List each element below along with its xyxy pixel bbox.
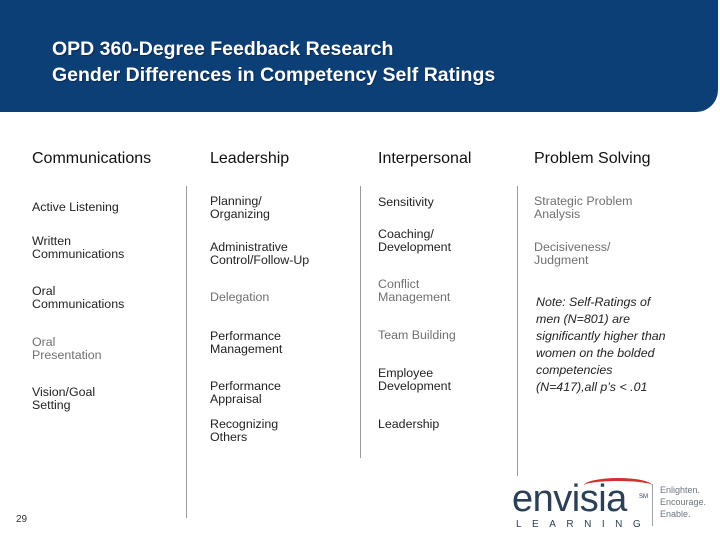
column-divider <box>517 186 518 476</box>
note-line: (N=417),all p’s < .01 <box>536 380 648 394</box>
competency-item: Vision/Goal Setting <box>32 386 95 412</box>
competency-line: Performance <box>210 329 281 343</box>
competency-line: Communications <box>32 297 125 311</box>
competency-line: Active Listening <box>32 200 119 214</box>
competency-line: Team Building <box>378 328 456 342</box>
competency-line: Leadership <box>378 417 440 431</box>
title-line-1: OPD 360-Degree Feedback Research <box>52 38 394 60</box>
page-number: 29 <box>16 514 28 525</box>
competency-line: Control/Follow-Up <box>210 253 310 267</box>
competency-item: Decisiveness/ Judgment <box>534 241 610 267</box>
note-line: men (N=801) are <box>536 312 631 326</box>
column-divider <box>360 186 361 458</box>
tagline-line: Enlighten. <box>660 485 701 495</box>
column-header-communications: Communications <box>32 150 152 167</box>
competency-item: Active Listening <box>32 201 119 214</box>
competency-item: Administrative Control/Follow-Up <box>210 241 309 267</box>
competency-item: Oral Presentation <box>32 336 102 362</box>
envisia-learning-logo: envisia SM LEARNING Enlighten. Encourage… <box>512 478 712 534</box>
note-line: significantly higher than <box>536 329 666 343</box>
competency-item: Leadership <box>378 418 439 431</box>
column-header-problem-solving: Problem Solving <box>534 150 651 167</box>
competency-item: Performance Appraisal <box>210 380 281 406</box>
tagline-line: Encourage. <box>660 497 707 507</box>
competency-line: Recognizing <box>210 417 279 431</box>
competency-line: Management <box>210 342 283 356</box>
competency-line: Strategic Problem <box>534 194 633 208</box>
competency-line: Analysis <box>534 207 581 221</box>
competency-line: Setting <box>32 398 71 412</box>
logo-swoosh-icon <box>584 478 652 493</box>
competency-item: Written Communications <box>32 235 124 261</box>
competency-item: Conflict Management <box>378 278 450 304</box>
competency-line: Organizing <box>210 207 270 221</box>
competency-line: Conflict <box>378 277 420 291</box>
competency-line: Presentation <box>32 348 102 362</box>
competency-line: Development <box>378 240 452 254</box>
competency-line: Performance <box>210 379 281 393</box>
title-line-2: Gender Differences in Competency Self Ra… <box>52 64 496 86</box>
column-divider <box>186 186 187 518</box>
competency-line: Oral <box>32 284 56 298</box>
tagline-line: Enable. <box>660 509 691 519</box>
slide-title: OPD 360-Degree Feedback Research Gender … <box>52 36 495 88</box>
competency-line: Others <box>210 430 248 444</box>
competency-item: Planning/ Organizing <box>210 195 270 221</box>
note-line: Note: Self-Ratings of <box>536 295 651 309</box>
competency-item: Performance Management <box>210 330 282 356</box>
competency-line: Administrative <box>210 240 288 254</box>
competency-line: Judgment <box>534 253 589 267</box>
logo-tagline: Enlighten. Encourage. Enable. <box>660 484 706 520</box>
column-header-leadership: Leadership <box>210 150 290 167</box>
logo-subtitle: LEARNING <box>516 519 652 530</box>
competency-item: Strategic Problem Analysis <box>534 195 632 221</box>
competency-line: Planning/ <box>210 194 262 208</box>
note-line: competencies <box>536 363 613 377</box>
competency-line: Coaching/ <box>378 227 434 241</box>
competency-line: Written <box>32 234 72 248</box>
logo-service-mark: SM <box>639 494 648 500</box>
competency-line: Appraisal <box>210 392 262 406</box>
logo-wordmark: envisia <box>512 478 627 520</box>
logo-divider <box>652 484 653 526</box>
competency-line: Employee <box>378 366 434 380</box>
title-banner <box>0 0 718 112</box>
competency-item: Sensitivity <box>378 196 434 209</box>
competency-item: Recognizing Others <box>210 418 278 444</box>
competency-line: Decisiveness/ <box>534 240 611 254</box>
competency-line: Management <box>378 290 451 304</box>
competency-item: Oral Communications <box>32 285 124 311</box>
competency-item: Team Building <box>378 329 456 342</box>
competency-item: Delegation <box>210 291 269 304</box>
competency-line: Oral <box>32 335 56 349</box>
competency-item: Employee Development <box>378 367 451 393</box>
competency-line: Vision/Goal <box>32 385 96 399</box>
competency-item: Coaching/ Development <box>378 228 451 254</box>
competency-line: Communications <box>32 247 125 261</box>
competency-line: Sensitivity <box>378 195 434 209</box>
significance-note: Note: Self-Ratings of men (N=801) are si… <box>536 294 704 396</box>
column-header-interpersonal: Interpersonal <box>378 150 472 167</box>
note-line: women on the bolded <box>536 346 655 360</box>
competency-line: Delegation <box>210 290 270 304</box>
competency-line: Development <box>378 379 452 393</box>
